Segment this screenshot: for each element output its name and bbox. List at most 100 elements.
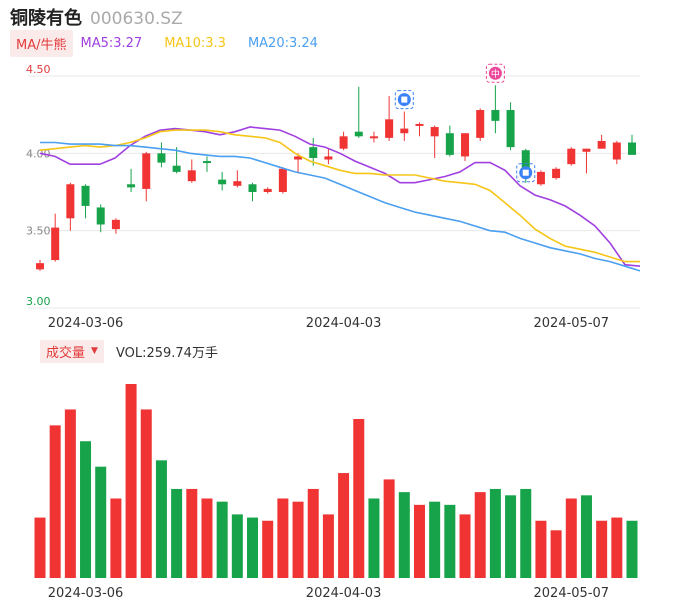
candle <box>294 153 303 174</box>
candle <box>567 147 576 166</box>
candle-body <box>187 170 196 182</box>
volume-bar <box>550 530 562 578</box>
candle-body <box>278 168 287 192</box>
candle <box>51 213 60 262</box>
candle <box>552 167 561 180</box>
candle <box>111 218 120 234</box>
candle-body <box>552 168 561 179</box>
volume-x-tick-label: 2024-04-03 <box>306 586 382 601</box>
volume-bar <box>247 517 259 578</box>
volume-bar <box>535 520 547 578</box>
candle <box>385 96 394 141</box>
candle <box>324 148 333 165</box>
candle-body <box>96 207 105 225</box>
candle-body <box>400 128 409 134</box>
volume-bar <box>429 501 441 578</box>
candle-body <box>36 263 44 270</box>
ma5-legend: MA5:3.27 <box>80 35 143 51</box>
candle-body <box>597 140 606 149</box>
bear-signal-icon <box>516 163 536 183</box>
candle-body <box>202 161 211 164</box>
candle-body <box>263 188 272 192</box>
volume-bar <box>398 492 410 578</box>
volume-bar <box>580 495 592 578</box>
y-tick-label: 3.50 <box>26 225 51 238</box>
candle-body <box>142 153 151 189</box>
volume-bar <box>80 441 92 578</box>
volume-bar <box>626 520 638 578</box>
candle-body <box>233 181 242 186</box>
candle <box>233 170 242 188</box>
caret-down-icon: ▼ <box>91 346 98 356</box>
volume-bar <box>611 517 623 578</box>
candle-body <box>385 119 394 138</box>
candle <box>491 85 500 134</box>
candle-body <box>536 171 545 185</box>
volume-bar <box>505 495 517 578</box>
y-tick-label: 4.50 <box>26 63 51 76</box>
candle <box>628 134 636 155</box>
volume-bar <box>353 418 365 578</box>
volume-bar <box>201 498 213 578</box>
candle-body <box>157 153 166 163</box>
x-tick-label: 2024-03-06 <box>48 316 124 331</box>
candle-body <box>476 110 485 138</box>
candle-body <box>430 127 439 137</box>
candle <box>445 125 454 157</box>
candle <box>248 182 257 202</box>
ma10-line <box>39 129 640 263</box>
volume-bar <box>171 488 183 578</box>
candle-body <box>339 136 348 149</box>
candle <box>81 184 90 219</box>
ma-legend: MA/牛熊 MA5:3.27 MA10:3.3 MA20:3.24 <box>10 29 340 57</box>
volume-x-tick-label: 2024-05-07 <box>534 586 610 601</box>
candle-body <box>218 179 227 185</box>
ma10-legend: MA10:3.3 <box>164 35 226 51</box>
header: 铜陵有色 000630.SZ <box>10 4 183 29</box>
candle-body <box>582 148 591 152</box>
candle <box>309 137 318 166</box>
candle <box>354 86 363 138</box>
svg-text:中: 中 <box>491 68 500 80</box>
candle-body <box>294 156 303 160</box>
volume-bar <box>596 520 608 578</box>
candle <box>430 125 439 158</box>
volume-bar <box>186 488 198 578</box>
candle-body <box>81 185 90 206</box>
candle-body <box>567 148 576 165</box>
volume-bar <box>474 492 486 578</box>
candle <box>278 167 287 194</box>
candle <box>612 140 621 165</box>
stock-name: 铜陵有色 <box>10 8 82 29</box>
candle <box>415 122 424 137</box>
volume-bar <box>216 501 228 578</box>
volume-bar <box>125 384 137 578</box>
candle <box>66 182 75 231</box>
stock-code: 000630.SZ <box>90 9 183 29</box>
volume-bar <box>520 488 532 578</box>
candle <box>536 170 545 186</box>
volume-bar <box>95 466 107 578</box>
candle <box>461 133 470 162</box>
volume-bar <box>489 488 501 578</box>
candle-body <box>491 110 500 121</box>
volume-bar <box>34 517 46 578</box>
volume-bar <box>110 498 122 578</box>
volume-bar <box>383 479 395 578</box>
volume-bar <box>338 473 350 578</box>
candle-body <box>172 165 181 172</box>
candle <box>582 148 591 174</box>
ma-indicator-selector[interactable]: MA/牛熊 <box>10 29 73 57</box>
volume-bar <box>292 501 304 578</box>
candle-body <box>127 184 136 188</box>
candle-body <box>111 219 120 230</box>
candle-body <box>461 133 470 157</box>
volume-value: VOL:259.74万手 <box>115 345 218 361</box>
candle <box>476 108 485 141</box>
volume-bar <box>262 520 274 578</box>
volume-bar <box>277 498 289 578</box>
candle-body <box>612 142 621 160</box>
volume-bar <box>413 504 425 578</box>
volume-indicator-selector[interactable]: 成交量 ▼ <box>40 339 104 363</box>
